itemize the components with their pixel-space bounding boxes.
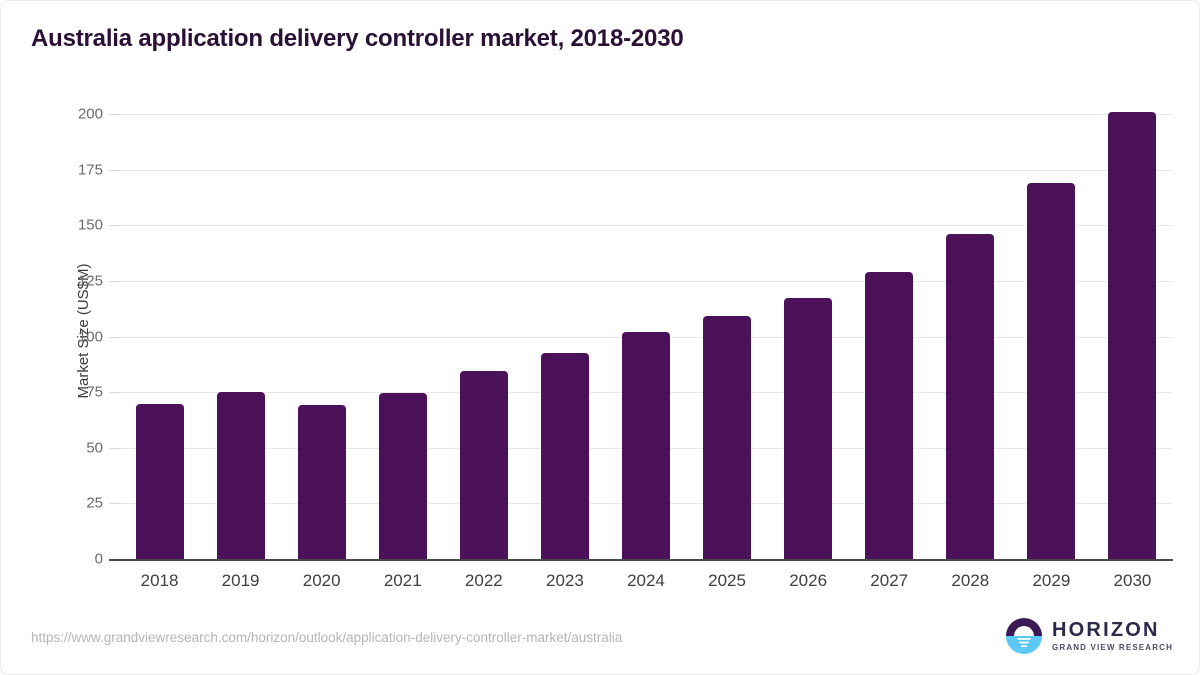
x-tick-label: 2023: [545, 571, 584, 590]
bar[interactable]: [784, 297, 833, 559]
x-tick-label: 2022: [464, 571, 503, 590]
logo-subtitle: GRAND VIEW RESEARCH: [1052, 643, 1173, 652]
x-tick-label: 2026: [789, 571, 828, 590]
bar[interactable]: [703, 316, 752, 559]
x-tick-label: 2025: [708, 571, 746, 590]
y-tick-mark: [109, 336, 119, 338]
x-tick-label: 2021: [383, 571, 422, 590]
bar[interactable]: [865, 271, 914, 559]
bar[interactable]: [459, 370, 508, 559]
y-tick-label: 125: [77, 272, 103, 290]
page-title: Australia application delivery controlle…: [31, 25, 684, 52]
y-tick-label: 75: [86, 383, 103, 401]
y-tick-label: 50: [86, 439, 103, 457]
x-tick-label: 2020: [302, 571, 341, 590]
gridline: [119, 114, 1173, 115]
bar[interactable]: [540, 353, 589, 559]
x-axis-line: [109, 559, 1173, 561]
y-tick-mark: [109, 392, 119, 394]
y-tick-label: 150: [77, 216, 103, 234]
y-tick-label: 25: [86, 494, 103, 512]
bar[interactable]: [297, 405, 346, 559]
x-tick-label: 2018: [140, 571, 179, 590]
x-tick-label: 2029: [1032, 571, 1071, 590]
x-tick-label: 2019: [221, 571, 260, 590]
bar[interactable]: [1027, 182, 1076, 559]
y-tick-mark: [109, 447, 119, 449]
x-tick-label: 2028: [951, 571, 990, 590]
gridline: [119, 280, 1173, 282]
bar[interactable]: [946, 234, 995, 559]
y-tick-mark: [109, 114, 119, 115]
bar[interactable]: [378, 393, 427, 559]
y-tick-label: 0: [94, 550, 103, 568]
y-tick-mark: [109, 225, 119, 227]
horizon-logo[interactable]: HORIZON GRAND VIEW RESEARCH: [1005, 617, 1173, 655]
bar[interactable]: [622, 332, 670, 559]
y-tick-label: 200: [77, 105, 103, 123]
y-tick-mark: [109, 280, 119, 282]
y-tick-label: 175: [77, 161, 103, 179]
y-tick-mark: [109, 503, 119, 505]
y-tick-label: 100: [77, 328, 103, 345]
x-tick-label: 2030: [1113, 571, 1152, 590]
bar[interactable]: [216, 392, 265, 559]
gridline: [119, 225, 1173, 227]
bar[interactable]: [1108, 111, 1157, 559]
x-tick-label: 2027: [870, 571, 909, 590]
logo-text: HORIZON GRAND VIEW RESEARCH: [1052, 620, 1173, 652]
source-url[interactable]: https://www.grandviewresearch.com/horizo…: [31, 630, 623, 645]
horizon-logo-icon: [1005, 617, 1043, 655]
x-tick-label: 2024: [627, 571, 665, 590]
gridline: [119, 169, 1173, 171]
bar[interactable]: [135, 404, 184, 559]
y-tick-mark: [109, 169, 119, 171]
logo-wordmark: HORIZON: [1052, 619, 1160, 641]
